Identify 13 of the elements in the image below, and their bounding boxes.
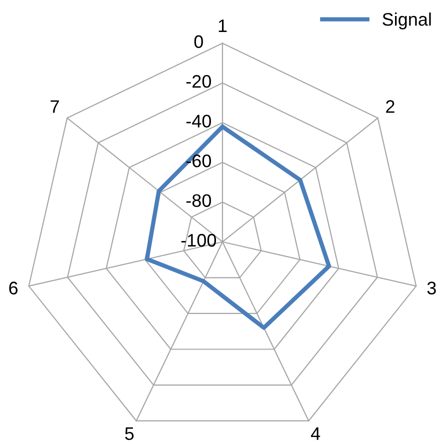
spoke-label: 6	[9, 282, 18, 294]
spoke-label: 2	[386, 100, 394, 113]
spoke-label: 3	[427, 282, 436, 294]
spoke-label: 4	[310, 427, 320, 440]
spoke-label: 5	[125, 427, 134, 440]
y-tick-label: 0	[194, 35, 203, 48]
y-tick-label: -40	[186, 114, 211, 128]
y-tick-label: -20	[186, 75, 211, 88]
legend-label: Signal	[382, 12, 431, 30]
y-tick-label: -100	[181, 234, 216, 247]
spoke-label: 1	[218, 20, 227, 32]
y-tick-label: -80	[186, 194, 211, 207]
spoke-label: 7	[50, 100, 59, 113]
